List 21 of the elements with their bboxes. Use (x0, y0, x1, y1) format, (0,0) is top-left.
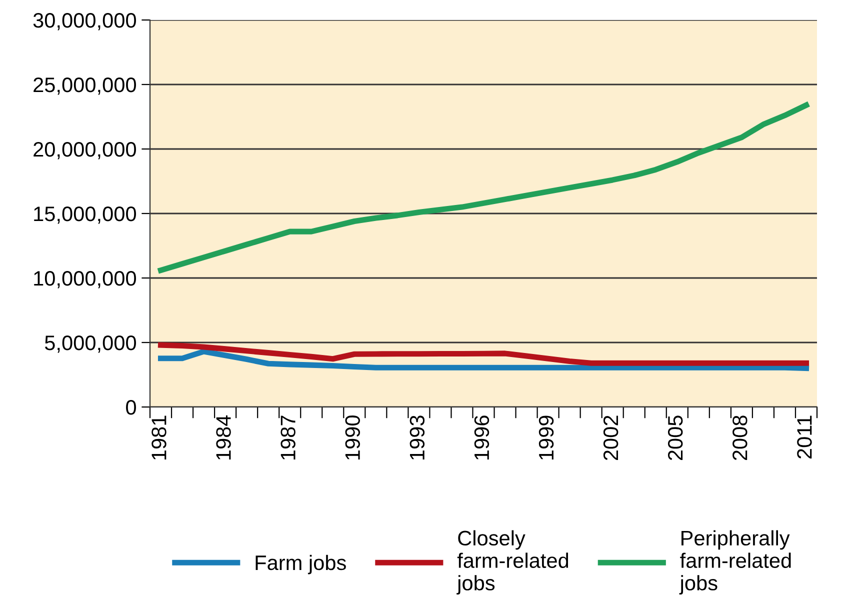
x-tick-label: 2005 (668, 416, 683, 460)
y-tick-label: 20,000,000 (34, 142, 136, 160)
y-tick-label: 30,000,000 (33, 13, 136, 30)
x-tick-label: 2011 (797, 416, 812, 458)
x-tick-label: 1981 (152, 416, 166, 460)
legend-label: Closely farm-related jobs (456, 530, 568, 595)
x-tick-label: 1993 (410, 416, 425, 460)
y-tick-label: 0 (126, 400, 136, 415)
x-tick-label: 1990 (345, 416, 360, 460)
legend-label: Farm jobs (256, 554, 346, 574)
x-tick-label: 1996 (474, 416, 490, 460)
y-tick-label: 5,000,000 (44, 336, 136, 353)
y-tick-label: 15,000,000 (34, 206, 136, 224)
x-tick-label: 2002 (603, 416, 618, 460)
x-tick-label: 2008 (732, 416, 748, 460)
legend-label: Peripherally farm-related jobs (679, 530, 791, 595)
x-tick-label: 1987 (280, 416, 296, 460)
y-tick-label: 25,000,000 (34, 78, 136, 95)
x-tick-label: 1984 (216, 415, 231, 460)
y-tick-label: 10,000,000 (34, 271, 136, 288)
x-tick-label: 1999 (538, 416, 554, 460)
